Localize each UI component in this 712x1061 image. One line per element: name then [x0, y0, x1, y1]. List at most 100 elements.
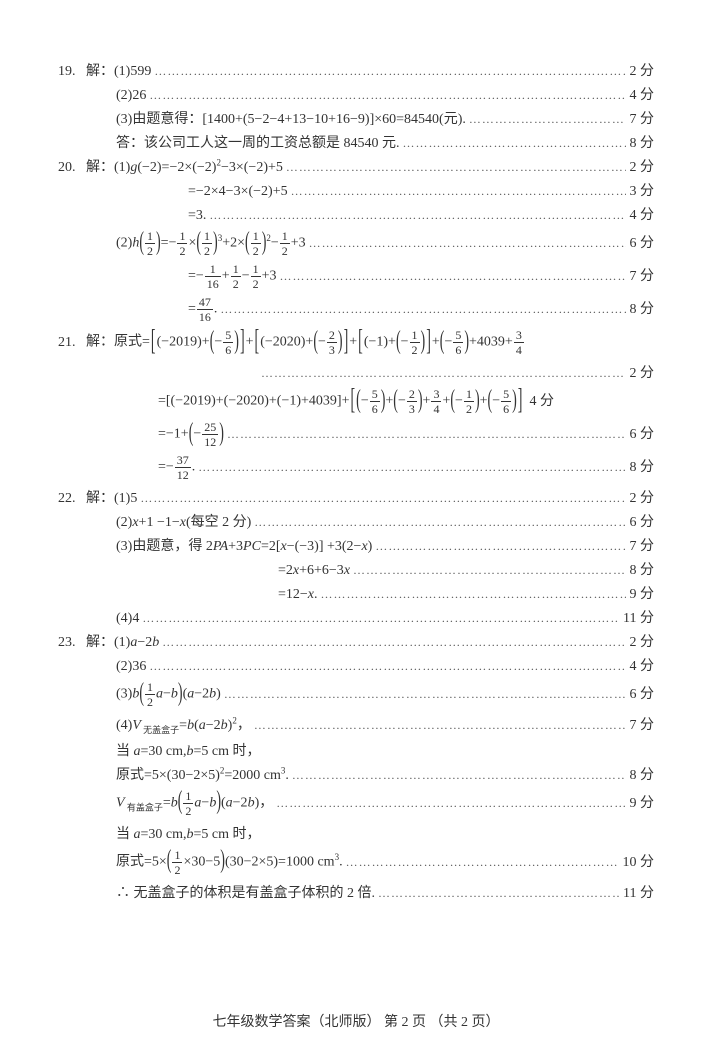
dots: ……………………………………………………………………………………………………………: [289, 768, 626, 783]
dots: ……………………………………………………………………………………………………………: [277, 269, 626, 284]
q20-l3: =3. …………………………………………………………………………………………………: [58, 204, 654, 224]
score: 7 分: [626, 535, 655, 555]
frac: 4716: [197, 296, 213, 323]
dots: ……………………………………………………………………………………………………………: [221, 687, 626, 702]
text: 解：原式=[(−2019)+(−56)]+[(−2020)+(−23)]+[(−…: [86, 329, 525, 356]
text: 当 a=30 cm,b=5 cm 时，: [116, 740, 261, 760]
q23-l10: ∴ 无盖盒子的体积是有盖盒子体积的 2 倍. ………………………………………………: [58, 882, 654, 902]
t: +1 −1−: [139, 515, 180, 530]
score: 11 分: [619, 882, 654, 902]
score: 8 分: [626, 298, 655, 318]
dots: ……………………………………………………………………………………………………………: [400, 136, 626, 151]
q19-l1: 19. 解：(1)599 …………………………………………………………………………: [58, 60, 654, 80]
score: 8 分: [626, 456, 655, 476]
frac: 34: [514, 329, 524, 356]
q22-num: 22.: [58, 491, 86, 507]
score: 2 分: [626, 631, 655, 651]
q21-l4: =−3712. ………………………………………………………………………………………: [58, 454, 654, 481]
score: 6 分: [626, 232, 655, 252]
var: a: [134, 744, 141, 759]
frac: 12: [145, 681, 155, 708]
var: a: [134, 827, 141, 842]
page-footer: 七年级数学答案（北师版） 第 2 页 （共 2 页）: [0, 1011, 712, 1031]
dots: ……………………………………………………………………………………………………………: [195, 460, 625, 475]
frac: 56: [453, 329, 463, 356]
frac: 12: [410, 329, 420, 356]
frac: 3712: [175, 454, 191, 481]
score: 8 分: [626, 559, 655, 579]
t: +2×: [222, 236, 245, 251]
t: =−: [188, 269, 204, 284]
frac: 12: [464, 388, 474, 415]
dots: ……………………………………………………………………………………………………………: [306, 236, 626, 251]
dots: ……………………………………………………………………………………………………………: [318, 587, 626, 602]
text: 解：(1)g(−2)=−2×(−2)2−3×(−2)+5: [86, 156, 283, 176]
q19-l4: 答：该公司工人这一周的工资总额是 84540 元. ………………………………………: [58, 132, 654, 152]
text: 原式=5×(30−2×5)2=2000 cm3.: [116, 764, 289, 784]
var: b: [248, 796, 255, 811]
dots: ……………………………………………………………………………………………………………: [273, 796, 625, 811]
score: 6 分: [626, 683, 655, 703]
t: =2[: [261, 539, 281, 554]
text: 答：该公司工人这一周的工资总额是 84540 元.: [116, 132, 400, 152]
q23-l3: (3)b(12a−b)(a−2b) ……………………………………………………………: [58, 681, 654, 708]
text: =−3712.: [158, 454, 195, 481]
var: V: [132, 718, 141, 733]
frac: 12: [177, 230, 187, 257]
q23-l1: 23. 解：(1)a−2b ………………………………………………………………………: [58, 631, 654, 651]
score: 4 分: [523, 390, 554, 410]
q22-l4: =2x+6+6−3x ………………………………………………………………………………: [58, 559, 654, 579]
t: (30−2×5)=1000 cm: [225, 855, 335, 870]
var: V: [116, 796, 125, 811]
score: 8 分: [626, 764, 655, 784]
q20-l5: =−116+12−12+3 ………………………………………………………………………: [58, 263, 654, 290]
dots: ……………………………………………………………………………………………………………: [224, 427, 626, 442]
t: +3: [291, 236, 306, 251]
t: =30 cm,: [141, 744, 187, 759]
q20-l1: 20. 解：(1)g(−2)=−2×(−2)2−3×(−2)+5 ……………………: [58, 156, 654, 176]
t: −: [242, 269, 250, 284]
text: 解：(1)5: [86, 487, 137, 507]
t: )，: [255, 796, 274, 811]
q21-l1b: ……………………………………………………………………………………………………………: [58, 362, 654, 382]
t: 当: [116, 827, 134, 842]
score: 6 分: [626, 511, 655, 531]
t: (3): [116, 687, 132, 702]
text: V 有盖盒子=b(12a−b)(a−2b)，: [116, 790, 273, 817]
score: 9 分: [626, 583, 655, 603]
var: b: [171, 796, 178, 811]
text: 原式=5×(12×30−5)(30−2×5)=1000 cm3.: [116, 849, 343, 876]
score: 3 分: [626, 180, 655, 200]
frac: 12: [172, 849, 182, 876]
text: =3.: [188, 208, 206, 224]
var: b: [187, 827, 194, 842]
frac: 116: [205, 263, 221, 290]
q20-num: 20.: [58, 160, 86, 176]
dots: ……………………………………………………………………………………………………………: [251, 718, 626, 733]
frac: 12: [231, 263, 241, 290]
t: =2000 cm: [224, 768, 281, 783]
t: ×30−5: [183, 855, 220, 870]
t: +3: [228, 539, 243, 554]
dots: ……………………………………………………………………………………………………………: [159, 635, 625, 650]
t: −2: [137, 635, 152, 650]
t: 原式=5×(30−2×5): [116, 768, 220, 783]
text: 解：(1)599: [86, 60, 151, 80]
frac: 12: [251, 263, 261, 290]
text: =[(−2019)+(−2020)+(−1)+4039]+[(−56)+(−23…: [158, 388, 523, 415]
score: 2 分: [626, 362, 655, 382]
dots: ……………………………………………………………………………………………………………: [137, 491, 625, 506]
t: (2): [116, 515, 132, 530]
frac: 12: [280, 230, 290, 257]
t: (−2019)+: [157, 335, 210, 350]
q19-l3: (3)由题意得：[1400+(5−2−4+13−10+16−9)]×60=845…: [58, 108, 654, 128]
q22-l1: 22. 解：(1)5 ………………………………………………………………………………: [58, 487, 654, 507]
t: 解：原式=: [86, 335, 150, 350]
q23-l7: V 有盖盒子=b(12a−b)(a−2b)， ………………………………………………: [58, 790, 654, 817]
q20-l4: (2)h(12)=−12×(12)3+2×(12)2−12+3 ………………………: [58, 230, 654, 257]
dots: ……………………………………………………………………………………………………………: [139, 611, 619, 626]
frac: 56: [223, 329, 233, 356]
text: (3)由题意得：[1400+(5−2−4+13−10+16−9)]×60=845…: [116, 108, 466, 128]
score: 10 分: [619, 851, 655, 871]
frac: 23: [407, 388, 417, 415]
